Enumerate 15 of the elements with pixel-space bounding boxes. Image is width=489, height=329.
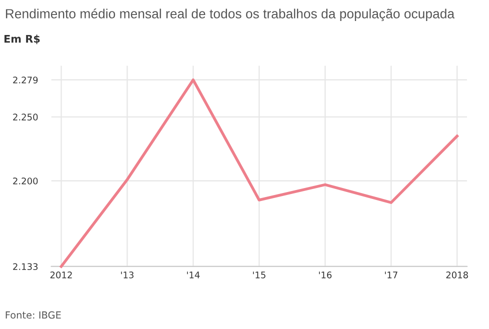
y-tick-label: 2.250 bbox=[13, 114, 38, 120]
y-tick-label: 2.200 bbox=[13, 178, 38, 184]
chart-title: Rendimento médio mensal real de todos os trabalhos da população ocupada bbox=[6, 8, 455, 22]
y-tick-label: 2.279 bbox=[13, 76, 38, 84]
x-tick-label: '13 bbox=[121, 272, 134, 278]
y-tick-label: 2.133 bbox=[13, 263, 38, 270]
y-axis-title: Em R$ bbox=[4, 34, 40, 44]
x-tick-label: '16 bbox=[319, 272, 332, 278]
x-tick-label: '17 bbox=[385, 272, 398, 278]
x-tick-label: '15 bbox=[253, 272, 266, 278]
x-tick-label: 2012 bbox=[50, 272, 72, 278]
x-tick-label: '14 bbox=[187, 272, 200, 278]
x-tick-label: 2018 bbox=[446, 272, 468, 278]
source-note: Fonte: IBGE bbox=[6, 311, 61, 319]
line-series bbox=[60, 78, 458, 268]
